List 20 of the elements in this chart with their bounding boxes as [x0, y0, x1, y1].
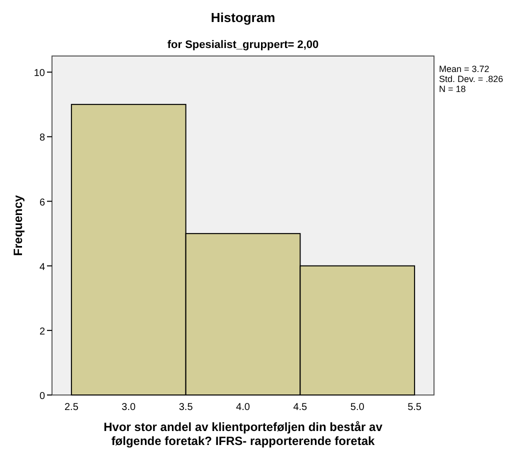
x-tick-label: 5.0: [350, 402, 365, 413]
y-tick-label: 8: [39, 132, 46, 144]
y-tick-label: 6: [39, 197, 46, 208]
x-tick-label: 5.5: [408, 402, 422, 413]
x-tick-label: 2.5: [64, 402, 79, 413]
x-tick-label: 3.5: [178, 402, 194, 413]
x-tick-label: 4.0: [236, 402, 250, 413]
chart-subtitle: for Spesialist_gruppert= 2,00: [167, 39, 319, 51]
y-tick-label: 2: [39, 326, 46, 338]
chart-title: Histogram: [210, 10, 276, 25]
text: N = 18: [439, 84, 466, 94]
y-axis-title: Frequency: [11, 194, 25, 256]
y-tick-label: 4: [39, 262, 46, 273]
y-tick-label: 0: [39, 391, 46, 402]
x-axis-title: Hvor stor andel av klientporteføljen din består av følgende foretak? IFRS- rapporterende foretak: [104, 420, 383, 448]
text: Mean = 3.72: [439, 64, 490, 74]
y-tick-label: 10: [34, 68, 46, 80]
x-tick-label: 4.5: [293, 402, 308, 413]
x-tick-label: 3.0: [122, 402, 136, 413]
text: Std. Dev. = .826: [439, 74, 504, 84]
